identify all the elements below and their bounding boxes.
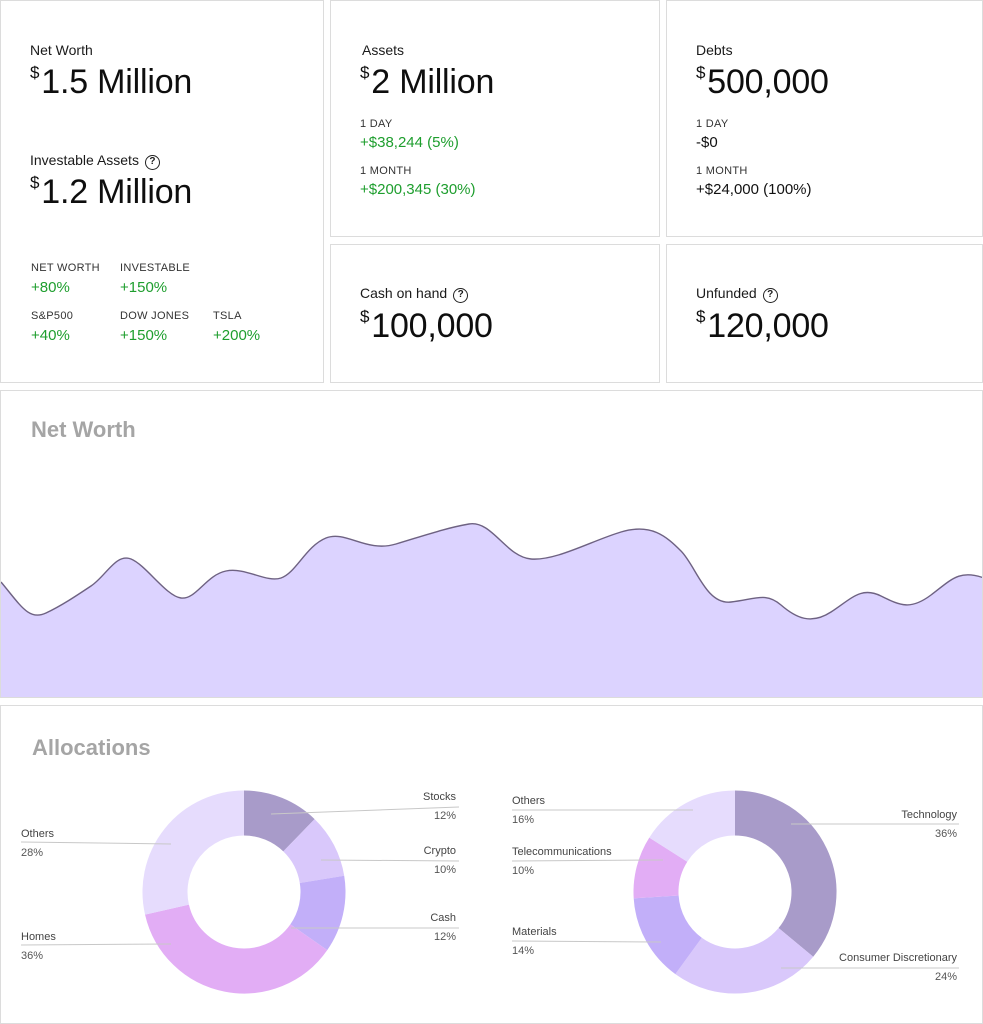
question-circle-icon[interactable]: ? [762, 288, 778, 303]
investable-assets-label: Investable Assets? [30, 152, 160, 170]
debts-month-change: +$24,000 (100%) [696, 181, 812, 198]
benchmark-value: +200% [213, 327, 261, 344]
debts-value: $500,000 [696, 63, 829, 102]
debts-amount: 500,000 [707, 63, 829, 101]
assets-value: $2 Million [360, 63, 494, 102]
donut-slice-stocks[interactable] [243, 790, 315, 853]
unfunded-text: Unfunded [696, 285, 757, 301]
net-worth-chart-card: Net Worth [0, 390, 983, 698]
donut-pct-telecommunications: 10% [512, 865, 535, 877]
currency-symbol: $ [30, 173, 40, 192]
benchmark-label: NET WORTH [31, 262, 100, 274]
donut-leader-line [20, 841, 172, 845]
net-worth-chart-title: Net Worth [31, 417, 136, 442]
donut-leader-line [20, 943, 172, 946]
donut-label-materials: Materials [512, 926, 557, 938]
assets-month-label: 1 MONTH [360, 165, 412, 177]
donut-slice-materials[interactable] [633, 894, 703, 975]
donut-label-cash: Cash [430, 912, 456, 924]
benchmark-value: +40% [31, 327, 70, 344]
benchmark-label: TSLA [213, 310, 242, 322]
donut-pct-others: 28% [21, 847, 44, 859]
donut-leader-line [511, 940, 662, 943]
debts-month-label: 1 MONTH [696, 165, 748, 177]
question-circle-icon[interactable]: ? [144, 155, 160, 170]
benchmark-value: +150% [120, 327, 168, 344]
benchmark-value: +150% [120, 279, 168, 296]
unfunded-label: Unfunded? [696, 285, 778, 303]
allocation-donuts [20, 790, 959, 994]
donut-slice-others[interactable] [649, 790, 736, 863]
assets-day-label: 1 DAY [360, 118, 393, 130]
investable-assets-amount: 1.2 Million [41, 173, 193, 211]
currency-symbol: $ [360, 63, 370, 82]
donut-label-technology: Technology [901, 809, 957, 821]
donut-label-others: Others [21, 828, 55, 840]
net-worth-area [1, 523, 982, 697]
assets-card: Assets $2 Million 1 DAY +$38,244 (5%) 1 … [330, 0, 660, 237]
donut-label-crypto: Crypto [423, 845, 456, 857]
assets-month-change: +$200,345 (30%) [360, 181, 476, 198]
cash-on-hand-text: Cash on hand [360, 285, 448, 301]
net-worth-area-chart [1, 523, 982, 697]
net-worth-amount: 1.5 Million [41, 63, 193, 101]
donut-leader-line [320, 859, 460, 862]
donut-slice-others[interactable] [142, 790, 245, 915]
cash-on-hand-value: $100,000 [360, 307, 493, 346]
donut-pct-homes: 36% [21, 950, 44, 962]
net-worth-value: $1.5 Million [30, 63, 192, 102]
currency-symbol: $ [360, 307, 370, 326]
debts-card: Debts $500,000 1 DAY -$0 1 MONTH +$24,00… [666, 0, 983, 237]
allocations-card: Allocations Stocks 12% Crypto 10% Cash 1… [0, 705, 983, 1024]
donut-pct-crypto: 10% [433, 864, 456, 876]
donut-pct-cash: 12% [433, 931, 456, 943]
donut-slice-cash[interactable] [289, 875, 346, 951]
donut-pct-others-2: 16% [512, 814, 535, 826]
currency-symbol: $ [696, 63, 706, 82]
donut-label-consumer-discretionary: Consumer Discretionary [839, 952, 957, 964]
allocations-title: Allocations [32, 735, 151, 760]
donut-label-homes: Homes [21, 931, 56, 943]
net-worth-card: Net Worth $1.5 Million Investable Assets… [0, 0, 324, 383]
assets-amount: 2 Million [371, 63, 495, 101]
cash-on-hand-label: Cash on hand? [360, 285, 469, 303]
investable-assets-text: Investable Assets [30, 152, 139, 168]
donut-leader-line [511, 859, 664, 862]
unfunded-value: $120,000 [696, 307, 829, 346]
unfunded-card: Unfunded? $120,000 [666, 244, 983, 383]
net-worth-line [1, 523, 982, 620]
net-worth-label: Net Worth [30, 42, 93, 58]
donut-label-telecommunications: Telecommunications [512, 846, 612, 858]
donut-pct-technology: 36% [934, 828, 957, 840]
currency-symbol: $ [696, 307, 706, 326]
benchmark-label: INVESTABLE [120, 262, 191, 274]
donut-label-others-2: Others [512, 795, 546, 807]
assets-day-change: +$38,244 (5%) [360, 134, 459, 151]
donut-slice-crypto[interactable] [282, 819, 345, 884]
unfunded-amount: 120,000 [707, 307, 829, 345]
benchmark-label: DOW JONES [120, 310, 190, 322]
donut-pct-stocks: 12% [433, 810, 456, 822]
donut-slice-consumer-discretionary[interactable] [675, 927, 814, 994]
donut-slice-telecommunications[interactable] [633, 837, 688, 899]
benchmark-label: S&P500 [31, 310, 74, 322]
currency-symbol: $ [30, 63, 40, 82]
donut-label-stocks: Stocks [422, 791, 456, 803]
assets-label: Assets [362, 42, 405, 58]
donut-leader-line [270, 806, 460, 815]
cash-on-hand-amount: 100,000 [371, 307, 493, 345]
debts-day-label: 1 DAY [696, 118, 729, 130]
donut-slice-homes[interactable] [145, 903, 328, 994]
donut-pct-consumer-discretionary: 24% [934, 971, 957, 983]
donut-pct-materials: 14% [512, 945, 535, 957]
debts-day-change: -$0 [696, 134, 718, 151]
question-circle-icon[interactable]: ? [453, 288, 469, 303]
debts-label: Debts [696, 42, 733, 58]
cash-on-hand-card: Cash on hand? $100,000 [330, 244, 660, 383]
benchmark-value: +80% [31, 279, 70, 296]
investable-assets-value: $1.2 Million [30, 173, 192, 212]
donut-slice-technology[interactable] [734, 790, 837, 957]
